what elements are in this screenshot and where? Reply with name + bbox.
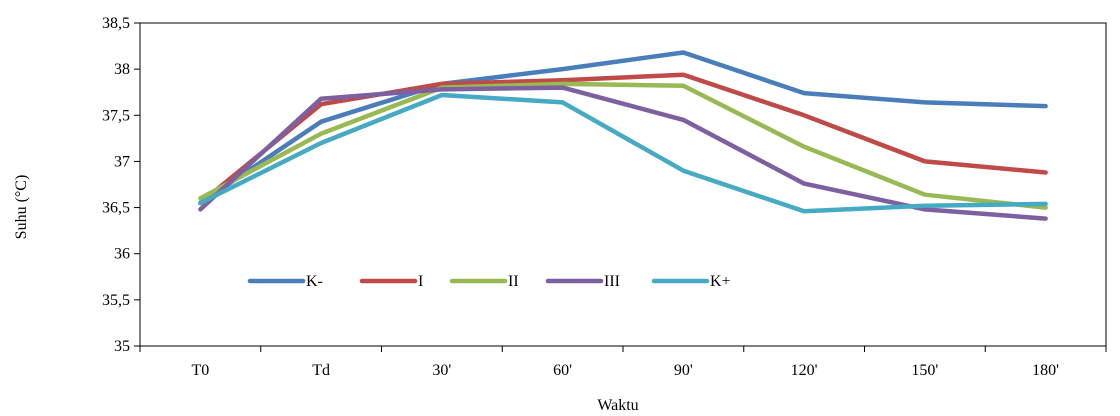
x-tick-label: 30': [432, 362, 451, 379]
x-tick-label: 60': [553, 362, 572, 379]
legend-label: II: [508, 273, 519, 290]
series-layer: [198, 50, 1048, 221]
legend: K- I II III K+: [247, 273, 731, 290]
series-line-K-: [198, 50, 1048, 206]
x-tick-label: 180': [1032, 362, 1059, 379]
series-line-III: [198, 85, 1048, 221]
y-axis-label: Suhu (°C): [13, 175, 30, 240]
y-tick-label: 37: [114, 153, 130, 170]
series-line-II: [198, 81, 1048, 210]
x-tick-label: 90': [674, 362, 693, 379]
x-tick-label: Td: [312, 362, 330, 379]
legend-label: I: [418, 273, 423, 290]
y-tick-label: 35,5: [102, 292, 130, 309]
y-tick-label: 38: [114, 61, 130, 78]
y-tick-label: 35: [114, 338, 130, 355]
y-axis-ticks: 35 35,5 36 36,5 37 37,5 38 38,5: [102, 15, 140, 355]
y-tick-label: 36: [114, 246, 130, 263]
plot-area: [139, 22, 1107, 347]
x-tick-label: 120': [791, 362, 818, 379]
legend-label: K-: [306, 273, 323, 290]
legend-label: K+: [710, 273, 731, 290]
x-axis-label: Waktu: [597, 397, 638, 414]
plot-frame: [139, 22, 1107, 347]
series-line-I: [198, 72, 1048, 206]
x-tick-label: T0: [191, 362, 209, 379]
series-line-K+: [198, 92, 1048, 214]
legend-label: III: [604, 273, 620, 290]
y-tick-label: 37,5: [102, 107, 130, 124]
x-tick-label: 150': [911, 362, 938, 379]
y-tick-label: 38,5: [102, 15, 130, 32]
y-tick-label: 36,5: [102, 200, 130, 217]
x-axis-ticks: T0 Td 30' 60' 90' 120' 150' 180': [139, 346, 1107, 379]
